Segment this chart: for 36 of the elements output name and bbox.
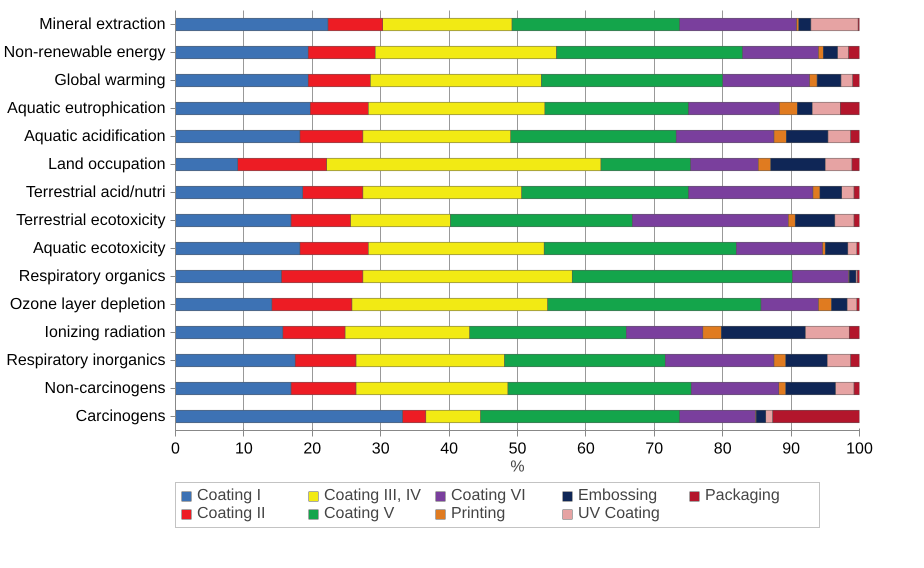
legend-label: Printing (451, 505, 506, 523)
legend-label: Coating VI (451, 487, 527, 505)
x-tick-label: 60 (577, 440, 595, 458)
y-tick-label: Global warming (54, 72, 166, 89)
y-tick-label: Land occupation (48, 156, 166, 173)
legend-label: Coating I (197, 487, 262, 505)
x-tick-label: 20 (303, 440, 322, 458)
y-tick-label: Respiratory inorganics (6, 352, 166, 369)
y-tick-label: Respiratory organics (18, 268, 166, 285)
x-tick-label: 30 (372, 440, 390, 458)
x-tick-label: 0 (171, 440, 180, 458)
legend-label: Embossing (578, 487, 658, 505)
legend-label: Coating II (197, 505, 266, 523)
y-tick-label: Carcinogens (76, 408, 166, 425)
y-tick-label: Mineral extraction (39, 16, 166, 33)
x-tick-label: 70 (645, 440, 664, 458)
x-tick-label: 10 (235, 440, 253, 458)
legend-label: Packaging (705, 487, 781, 505)
x-tick-label: 90 (782, 440, 800, 458)
y-tick-label: Ionizing radiation (44, 324, 166, 341)
x-tick-label: 40 (440, 440, 458, 458)
x-tick-label: 50 (508, 440, 526, 458)
legend-label: Coating V (324, 505, 396, 523)
y-tick-label: Aquatic eutrophication (7, 100, 166, 117)
y-tick-label: Non-carcinogens (44, 380, 166, 397)
legend-label: UV Coating (578, 505, 661, 523)
y-tick-label: Aquatic ecotoxicity (32, 240, 166, 257)
y-tick-label: Ozone layer depletion (10, 296, 166, 313)
y-tick-label: Terrestrial acid/nutri (26, 184, 166, 201)
y-tick-label: Terrestrial ecotoxicity (16, 212, 166, 229)
y-tick-label: Aquatic acidification (24, 128, 166, 145)
x-tick-label: 100 (846, 440, 873, 458)
y-tick-label: Non-renewable energy (4, 44, 166, 61)
x-axis-title: % (510, 458, 525, 476)
legend-label: Coating III, IV (324, 487, 422, 505)
x-tick-label: 80 (714, 440, 732, 458)
